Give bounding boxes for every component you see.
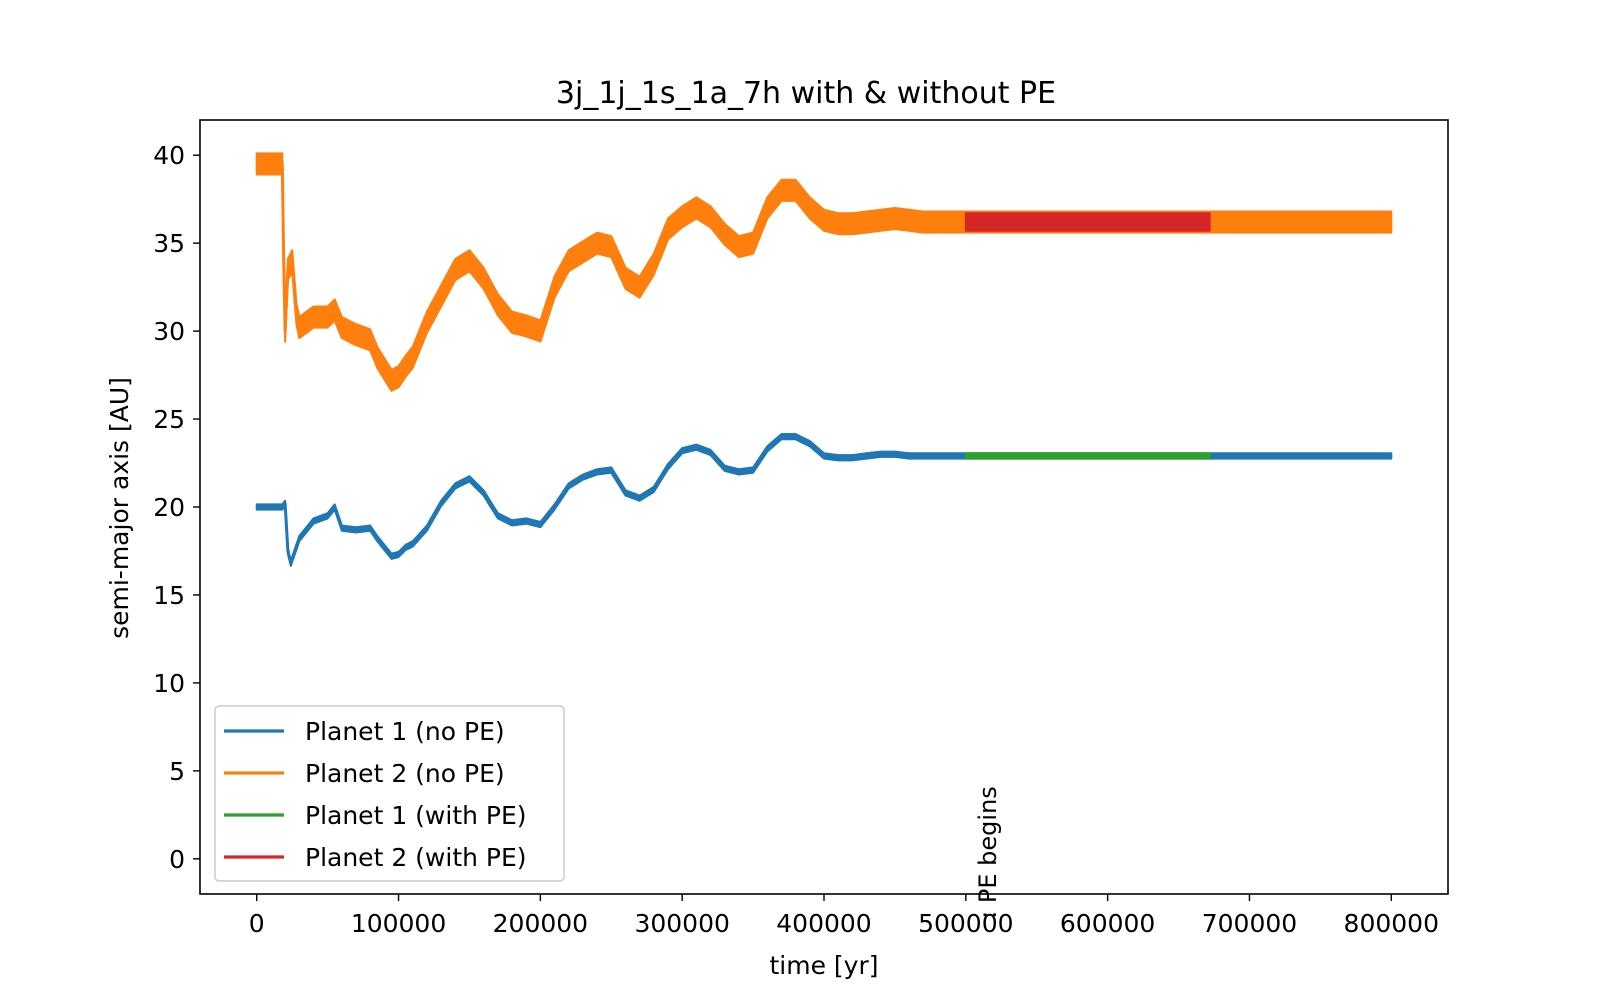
pe-begins-annotation: : PE begins [974, 786, 1002, 919]
legend-label: Planet 2 (no PE) [305, 759, 505, 788]
x-axis-label: time [yr] [769, 951, 878, 980]
x-tick-label: 600000 [1060, 909, 1155, 938]
series-line [256, 435, 1392, 565]
series-line [256, 162, 1392, 382]
y-axis-label: semi-major axis [AU] [105, 377, 134, 639]
y-tick-label: 25 [153, 405, 185, 434]
y-tick-label: 10 [153, 669, 185, 698]
x-tick-label: 300000 [634, 909, 729, 938]
legend-label: Planet 1 (with PE) [305, 801, 527, 830]
x-tick-label: 800000 [1344, 909, 1439, 938]
y-tick-label: 0 [169, 845, 185, 874]
y-tick-label: 5 [169, 757, 185, 786]
legend-box [214, 705, 565, 882]
x-tick-label: 200000 [493, 909, 588, 938]
x-tick-label: 500000 [918, 909, 1013, 938]
series-planet-1-no-pe [255, 433, 1393, 567]
x-tick-label: 700000 [1202, 909, 1297, 938]
y-tick-label: 30 [153, 317, 185, 346]
y-tick-label: 40 [153, 141, 185, 170]
plot-area: 0 100000 200000 300000 400000 500000 600000 700… [153, 119, 1449, 938]
legend-label: Planet 1 (no PE) [305, 717, 505, 746]
series-planet-1-with-pe [964, 452, 1211, 460]
legend: Planet 1 (no PE) Planet 2 (no PE) Planet 1… [214, 705, 565, 882]
series-planet-2-with-pe [964, 212, 1211, 232]
x-tick-label: 100000 [351, 909, 446, 938]
y-tick-label: 20 [153, 493, 185, 522]
y-tick-label: 35 [153, 229, 185, 258]
chart-title: 3j_1j_1s_1a_7h with & without PE [556, 76, 1056, 111]
x-tick-label: 0 [249, 909, 265, 938]
series-band [255, 433, 1393, 567]
legend-label: Planet 2 (with PE) [305, 843, 527, 872]
x-tick-label: 400000 [776, 909, 871, 938]
y-tick-label: 15 [153, 581, 185, 610]
